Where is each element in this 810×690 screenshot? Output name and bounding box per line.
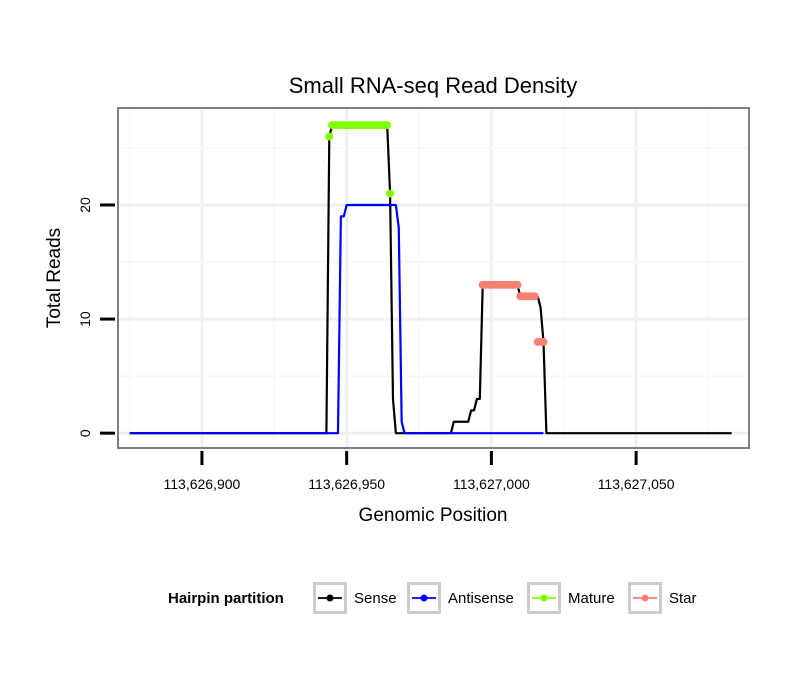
legend-label-mature: Mature [568,590,615,607]
x-axis-tick-label: 113,627,000 [453,476,530,492]
legend-key-point-sense [326,594,334,602]
legend-key-point-mature [540,594,548,602]
series-points-star [478,280,548,346]
legend-label-antisense: Antisense [448,590,514,607]
x-axis-tick-label: 113,627,050 [598,476,675,492]
legend-item-star: Star [628,582,697,614]
data-point-star [513,280,522,289]
data-point-star [539,337,548,346]
y-axis-tick-label: 10 [77,311,93,327]
series-points [325,121,548,346]
plot-panel-border [117,107,750,449]
x-axis-tick-label: 113,626,900 [164,476,241,492]
legend-title: Hairpin partition [168,590,284,607]
data-point-mature [383,121,392,130]
legend-label-sense: Sense [354,590,397,607]
data-point-mature [325,132,334,141]
legend-item-antisense: Antisense [407,582,514,614]
y-axis-tick-label: 20 [77,197,93,213]
legend: Hairpin partition Sense Antisense Mature St… [168,582,697,614]
legend-key-point-star [641,594,649,602]
data-point-star [530,292,539,301]
y-axis: 0 10 20 [77,197,115,437]
x-axis: 113,626,900 113,626,950 113,627,000 113,627… [164,451,675,492]
chart-title: Small RNA-seq Read Density [289,73,578,98]
y-axis-title: Total Reads [44,228,65,328]
data-point-mature [386,189,395,198]
x-axis-title: Genomic Position [359,505,508,526]
series-points-mature [325,121,395,198]
legend-item-mature: Mature [527,582,615,614]
x-axis-tick-label: 113,626,950 [308,476,385,492]
legend-label-star: Star [669,590,697,607]
y-axis-tick-label: 0 [77,429,93,437]
legend-key-point-antisense [420,594,428,602]
series-line-antisense [129,203,544,435]
legend-item-sense: Sense [313,582,397,614]
